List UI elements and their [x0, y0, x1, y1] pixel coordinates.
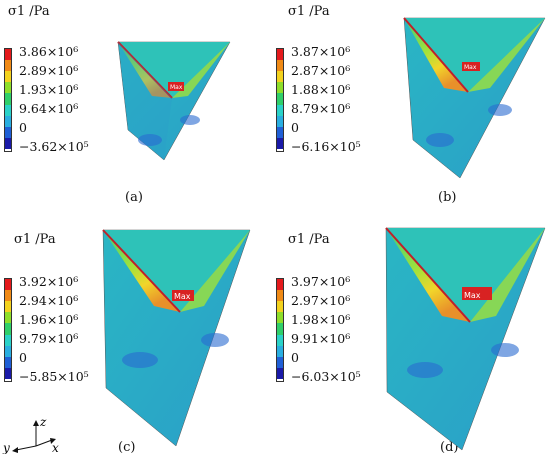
legend-value: −6.03×10⁵ [291, 369, 361, 384]
legend-value: 3.97×10⁶ [291, 274, 351, 289]
max-marker [462, 287, 492, 300]
legend-value: 2.89×10⁶ [19, 63, 79, 78]
prism-c: Max [102, 229, 251, 447]
legend-value: 8.79×10⁶ [291, 101, 351, 116]
legend-value: 2.97×10⁶ [291, 293, 351, 308]
colorbar-segment [5, 290, 11, 302]
colorbar-segment [5, 345, 11, 357]
caption: (a) [125, 190, 143, 205]
colorbar-segment [277, 82, 283, 94]
colorbar-segment [277, 104, 283, 116]
legend-value: 2.94×10⁶ [19, 293, 79, 308]
colorbar-segment [5, 312, 11, 324]
legend-value: 0 [19, 120, 27, 135]
colorbar [276, 48, 284, 152]
prism-d: Max [385, 227, 546, 451]
colorbar-segment [277, 126, 283, 138]
legend-value: 3.92×10⁶ [19, 274, 79, 289]
coordinate-axes: z y x [2, 418, 59, 454]
max-marker [172, 290, 194, 301]
legend-title: σ1 /Pa [14, 232, 56, 247]
colorbar-segment [5, 323, 11, 335]
colorbar [4, 278, 12, 382]
colorbar-segment [277, 301, 283, 313]
colorbar-segment [277, 279, 283, 291]
prism-b: Max [403, 17, 546, 179]
colorbar-segment [277, 115, 283, 127]
max-label: Max [464, 64, 477, 71]
colorbar-segment [5, 115, 11, 127]
colorbar-segment [277, 323, 283, 335]
colorbar-segment [5, 279, 11, 291]
legend-title: σ1 /Pa [288, 232, 330, 247]
colorbar-segment [277, 367, 283, 379]
legend-value: −6.16×10⁵ [291, 139, 361, 154]
legend-value: 1.98×10⁶ [291, 312, 351, 327]
legend-title: σ1 /Pa [8, 4, 50, 19]
colorbar [4, 48, 12, 152]
colorbar-segment [5, 49, 11, 61]
colorbar-segment [277, 334, 283, 346]
legend-value: 0 [291, 120, 299, 135]
prism-a: Max [117, 41, 231, 161]
legend-value: 9.79×10⁶ [19, 331, 79, 346]
colorbar-segment [277, 49, 283, 61]
legend-value: 1.88×10⁶ [291, 82, 351, 97]
legend-value: 1.93×10⁶ [19, 82, 79, 97]
colorbar-segment [277, 60, 283, 72]
colorbar-segment [5, 137, 11, 149]
colorbar-segment [5, 356, 11, 368]
colorbar-segment [277, 345, 283, 357]
axis-x-label: x [52, 441, 59, 454]
colorbar-segment [5, 82, 11, 94]
max-marker [168, 82, 184, 91]
caption: (c) [118, 440, 136, 455]
axis-y-label: y [2, 441, 10, 454]
max-marker [462, 62, 480, 71]
legend-value: 3.87×10⁶ [291, 44, 351, 59]
colorbar-segment [5, 126, 11, 138]
legend-value: 0 [291, 350, 299, 365]
colorbar-segment [277, 312, 283, 324]
legend-value: −3.62×10⁵ [19, 139, 89, 154]
colorbar-segment [5, 93, 11, 105]
colorbar-segment [277, 93, 283, 105]
colorbar-segment [5, 334, 11, 346]
legend-value: 3.86×10⁶ [19, 44, 79, 59]
max-label: Max [170, 84, 183, 91]
legend-value: 9.91×10⁶ [291, 331, 351, 346]
colorbar-segment [277, 137, 283, 149]
colorbar-segment [5, 71, 11, 83]
colorbar-segment [5, 104, 11, 116]
caption: (b) [438, 190, 457, 205]
colorbar-segment [277, 356, 283, 368]
colorbar-segment [277, 71, 283, 83]
axis-z-label: z [39, 418, 47, 429]
legend-title: σ1 /Pa [288, 4, 330, 19]
legend-value: 2.87×10⁶ [291, 63, 351, 78]
colorbar [276, 278, 284, 382]
legend-value: 9.64×10⁶ [19, 101, 79, 116]
colorbar-segment [5, 367, 11, 379]
colorbar-segment [5, 60, 11, 72]
legend-value: 0 [19, 350, 27, 365]
colorbar-segment [277, 290, 283, 302]
colorbar-segment [5, 301, 11, 313]
max-label: Max [174, 292, 191, 301]
legend-value: 1.96×10⁶ [19, 312, 79, 327]
max-label: Max [464, 291, 481, 300]
legend-value: −5.85×10⁵ [19, 369, 89, 384]
